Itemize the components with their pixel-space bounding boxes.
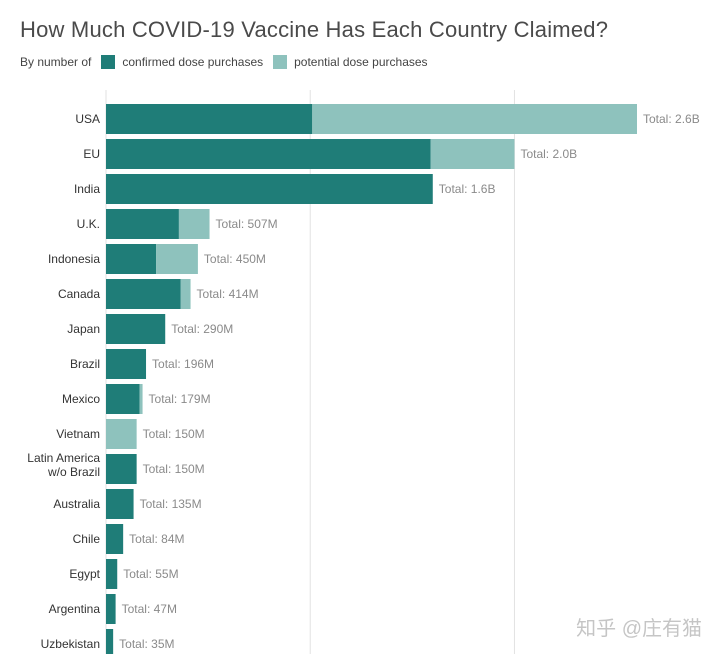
total-label: Total: 35M (119, 637, 174, 651)
total-label: Total: 507M (216, 217, 278, 231)
category-label: USA (75, 112, 100, 126)
category-label: Argentina (49, 602, 101, 616)
legend-label-potential: potential dose purchases (294, 55, 428, 69)
bar-confirmed (106, 629, 114, 654)
category-label: India (74, 182, 100, 196)
bar-potential (139, 384, 143, 414)
bar-confirmed (106, 104, 313, 134)
bar-confirmed (106, 524, 124, 554)
category-label: Latin America w/o Brazil (27, 451, 100, 479)
total-label: Total: 150M (143, 462, 205, 476)
bar-confirmed (106, 314, 166, 344)
total-label: Total: 2.6B (643, 112, 700, 126)
total-label: Total: 47M (122, 602, 177, 616)
bar-confirmed (106, 454, 137, 484)
legend-swatch-potential (273, 55, 288, 69)
bar-potential (180, 279, 191, 309)
watermark: 知乎 @庄有猫 (576, 618, 702, 640)
bar-confirmed (106, 209, 179, 239)
total-label: Total: 55M (123, 567, 178, 581)
bar-potential (312, 104, 637, 134)
total-label: Total: 450M (204, 252, 266, 266)
bar-confirmed (106, 139, 431, 169)
total-label: Total: 179M (149, 392, 211, 406)
category-label: EU (83, 147, 100, 161)
bar-potential (106, 419, 137, 449)
category-label: Canada (58, 287, 100, 301)
total-label: Total: 196M (152, 357, 214, 371)
total-label: Total: 84M (129, 532, 184, 546)
bar-confirmed (106, 384, 140, 414)
total-label: Total: 290M (171, 322, 233, 336)
category-label: Egypt (69, 567, 100, 581)
category-label: Brazil (70, 357, 100, 371)
total-label: Total: 2.0B (520, 147, 577, 161)
legend-prefix: By number of (20, 55, 92, 69)
bar-confirmed (106, 349, 147, 379)
bar-confirmed (106, 489, 134, 519)
bar-potential (178, 209, 210, 239)
total-label: Total: 150M (143, 427, 205, 441)
legend: By number of confirmed dose purchases po… (20, 55, 438, 69)
bar-confirmed (106, 244, 157, 274)
bar-confirmed (106, 174, 433, 204)
bar-potential (430, 139, 515, 169)
total-label: Total: 414M (197, 287, 259, 301)
bar-confirmed (106, 594, 116, 624)
chart-title: How Much COVID-19 Vaccine Has Each Count… (20, 17, 609, 42)
category-label: U.K. (77, 217, 100, 231)
category-label: Indonesia (48, 252, 100, 266)
legend-label-confirmed: confirmed dose purchases (122, 55, 264, 69)
category-label: Japan (67, 322, 100, 336)
bar-confirmed (106, 559, 118, 589)
bar-confirmed (106, 279, 181, 309)
bar-potential (156, 244, 198, 274)
category-label: Mexico (62, 392, 100, 406)
category-label: Vietnam (56, 427, 100, 441)
category-label: Chile (73, 532, 101, 546)
total-label: Total: 135M (140, 497, 202, 511)
total-label: Total: 1.6B (439, 182, 496, 196)
category-label: Australia (53, 497, 100, 511)
category-label: Uzbekistan (41, 637, 100, 651)
legend-swatch-confirmed (101, 55, 116, 69)
